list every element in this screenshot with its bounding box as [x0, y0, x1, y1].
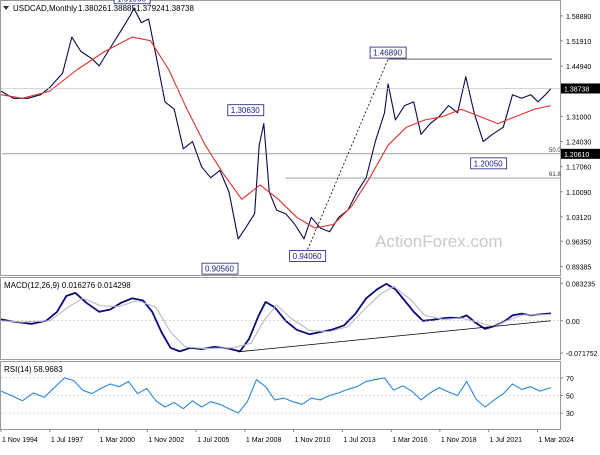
annotation-label: 1.30630 [231, 106, 260, 115]
annotation-label: 1.20050 [474, 159, 503, 168]
y-tick-label: 50 [566, 394, 574, 401]
x-tick-label: 1 Nov 2002 [148, 437, 184, 444]
x-tick-label: 1 Mar 2000 [100, 437, 136, 444]
macd-title: MACD(12,26,9) 0.016276 0.014298 [4, 281, 131, 290]
annotation-label: 1.61960 [117, 0, 146, 3]
fib-label: 61.8 [549, 172, 561, 178]
annotation-box [227, 104, 265, 117]
rsi-panel-frame [0, 361, 561, 430]
fib-value-label: 1.20610 [564, 152, 589, 159]
x-tick-label: 1 Mar 2024 [539, 437, 575, 444]
current-price-box [561, 83, 600, 94]
y-tick-label: 0.89385 [566, 264, 591, 271]
y-tick-label: 1.51910 [566, 39, 591, 46]
annotation-box [201, 262, 239, 275]
current-price-label: 1.38738 [564, 86, 589, 93]
annotation-label: 0.90560 [205, 265, 234, 274]
y-tick-label: 1.24030 [566, 139, 591, 146]
series-line [0, 7, 552, 240]
ohlc-open: 1.38026 [78, 4, 107, 13]
annotation-label: 1.46890 [373, 49, 402, 58]
series-line [0, 36, 552, 229]
price-panel-frame [0, 0, 561, 276]
series-line [0, 282, 551, 353]
chevron-down-icon[interactable] [3, 6, 9, 10]
rsi-title: RSI(14) 58.9683 [4, 365, 63, 374]
price-panel: 1.58880 1.51910 1.44940 1.31000 1.24030 1.170… [0, 0, 600, 275]
watermark: ActionForex.com [375, 232, 503, 251]
ohlc-low: 1.37924 [136, 4, 165, 13]
x-tick-label: 1 Nov 2018 [441, 437, 477, 444]
y-tick-label: -0.071752 [566, 351, 598, 358]
x-tick-label: 1 Jul 2013 [343, 437, 375, 444]
x-tick-label: 1 Jul 2005 [197, 437, 229, 444]
annotation-box [369, 46, 407, 59]
series-line [0, 286, 551, 350]
annotation-box [113, 0, 151, 5]
annotation-label: 0.94060 [293, 252, 322, 261]
annotation-box [470, 157, 508, 170]
x-axis: 1 Nov 1994 1 Jul 1997 1 Mar 2000 1 Nov 2002… [0, 429, 575, 444]
series-line [0, 377, 552, 414]
ohlc-high: 1.38885 [107, 4, 136, 13]
rsi-panel: 70 50 30 [0, 376, 574, 418]
x-tick-label: 1 Nov 2010 [295, 437, 331, 444]
ohlc-readout: 1.38026 1.38885 1.37924 1.38738 [78, 4, 194, 13]
fib-label: 50.0 [549, 148, 561, 154]
y-tick-label: 0.083235 [566, 281, 595, 288]
y-tick-label: 1.31000 [566, 114, 591, 121]
y-tick-label: 30 [566, 411, 574, 418]
x-tick-label: 1 Nov 1994 [2, 437, 38, 444]
macd-panel: 0.083235 0.00 -0.071752 [0, 281, 598, 358]
y-tick-label: 70 [566, 376, 574, 383]
fib-value-box [561, 148, 600, 159]
y-tick-label: 1.17060 [566, 165, 591, 172]
macd-panel-frame [0, 277, 561, 360]
x-tick-label: 1 Mar 2016 [392, 437, 428, 444]
price-title: USDCAD,Monthly [13, 4, 77, 13]
dotted-trend-line [307, 58, 389, 250]
x-tick-label: 1 Jul 2021 [490, 437, 522, 444]
y-tick-label: 1.44940 [566, 64, 591, 71]
x-tick-label: 1 Jul 1997 [51, 437, 83, 444]
x-tick-label: 1 Mar 2008 [246, 437, 282, 444]
macd-trend-line [238, 320, 551, 353]
y-tick-label: 0.00 [566, 319, 580, 326]
annotation-box [289, 250, 327, 262]
y-tick-label: 1.58880 [566, 14, 591, 21]
y-tick-label: 0.96350 [566, 239, 591, 246]
y-tick-label: 1.10090 [566, 190, 591, 197]
ohlc-close: 1.38738 [165, 4, 194, 13]
y-tick-label: 1.03120 [566, 215, 591, 222]
